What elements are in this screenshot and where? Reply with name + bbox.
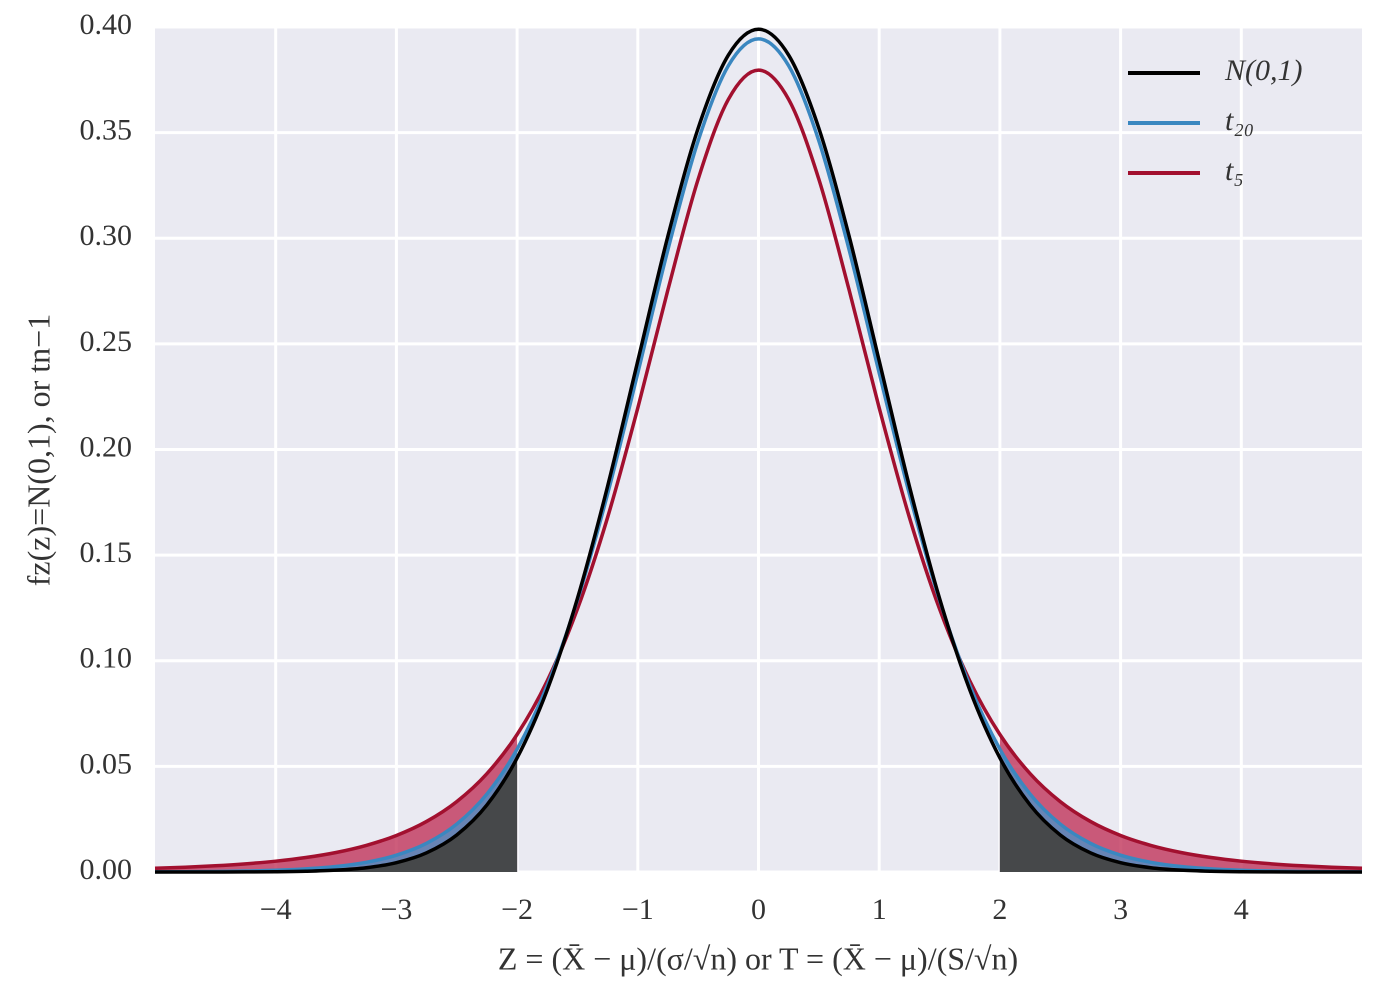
legend-label: N(0,1)	[1224, 54, 1303, 87]
tail-area	[999, 757, 1362, 872]
y-tick-label: 0.25	[80, 325, 133, 358]
x-tick-label: −2	[501, 893, 533, 926]
x-tick-label: −4	[260, 893, 292, 926]
x-tick-label: 0	[751, 893, 766, 926]
x-tick-label: 2	[992, 893, 1007, 926]
x-tick-label: −1	[622, 893, 654, 926]
legend-label: t₅	[1225, 154, 1244, 187]
x-axis-label: Z = (X̄ − μ)/(σ/√n) or T = (X̄ − μ)/(S/√…	[498, 940, 1018, 976]
tail-area	[999, 734, 1362, 872]
x-tick-label: 3	[1113, 893, 1128, 926]
y-tick-label: 0.35	[80, 114, 133, 147]
y-tick-label: 0.00	[80, 853, 133, 886]
x-tick-label: −3	[380, 893, 412, 926]
y-axis-label: fz(z)=N(0,1), or tn−1	[20, 314, 56, 586]
x-tick-label: 4	[1234, 893, 1249, 926]
series-line	[154, 37, 1363, 874]
y-tick-label: 0.20	[80, 430, 133, 463]
y-tick-label: 0.05	[80, 747, 133, 780]
y-tick-label: 0.10	[80, 642, 133, 675]
series-line	[154, 27, 1363, 874]
y-tick-label: 0.15	[80, 536, 133, 569]
legend-label: t₂₀	[1225, 104, 1254, 137]
series-line	[154, 68, 1363, 871]
y-tick-label: 0.30	[80, 219, 133, 252]
tail-area	[155, 734, 518, 872]
tail-area	[155, 757, 518, 872]
x-tick-label: 1	[872, 893, 887, 926]
y-tick-label: 0.40	[80, 8, 133, 41]
